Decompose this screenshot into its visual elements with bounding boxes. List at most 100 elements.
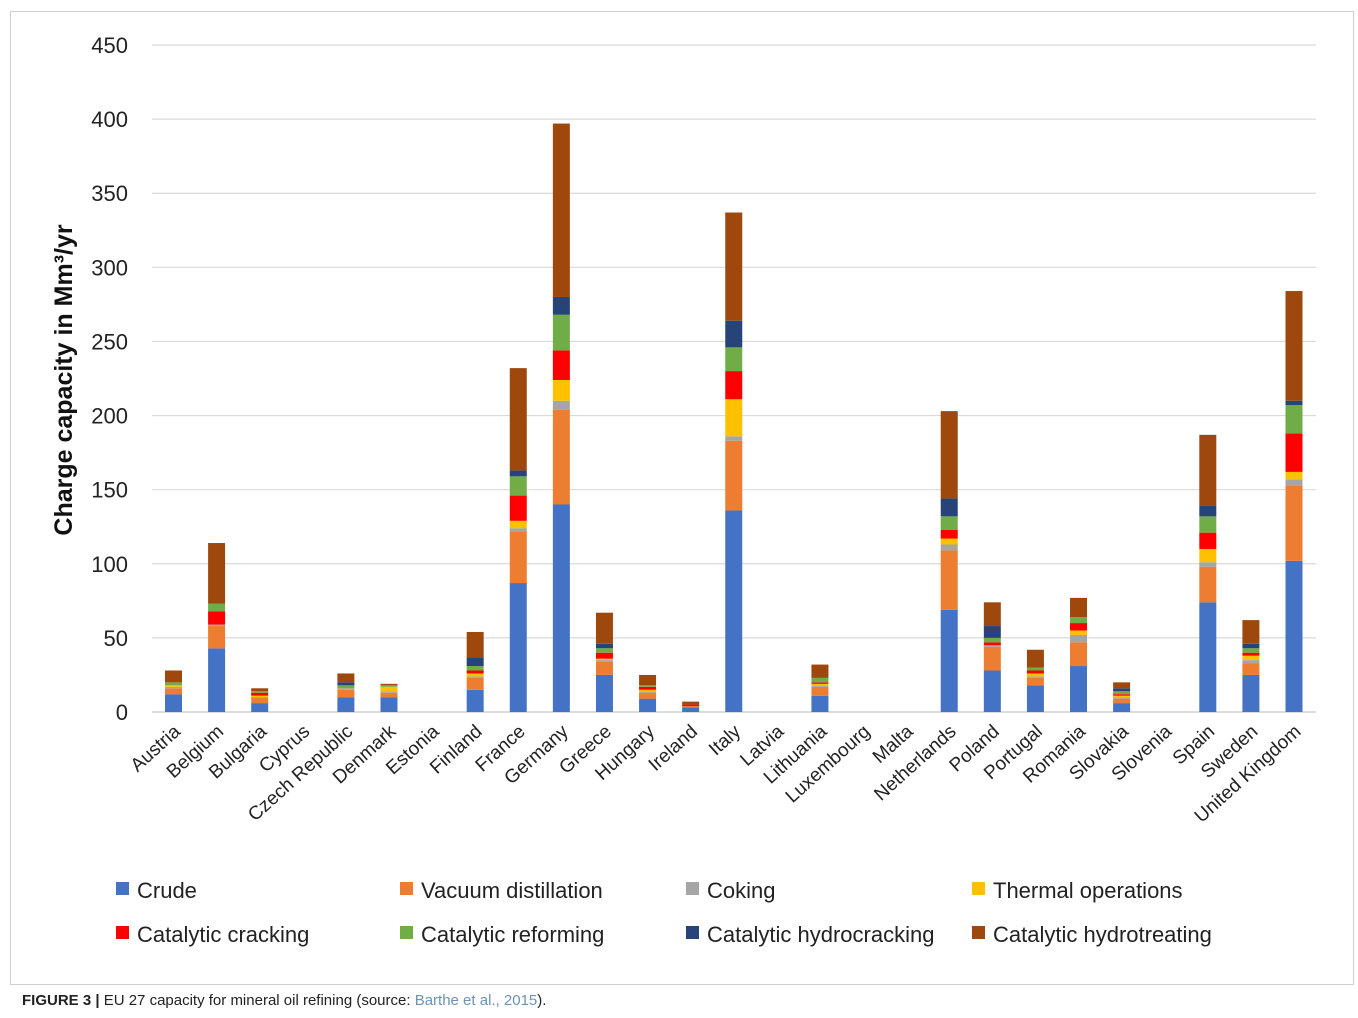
bar-segment xyxy=(208,543,226,604)
bar-segment xyxy=(1199,434,1217,506)
bar-segment xyxy=(682,701,700,705)
bar-segment xyxy=(940,498,958,517)
bar-segment xyxy=(1242,663,1260,675)
bar-segment xyxy=(940,544,958,551)
bar-segment xyxy=(337,697,355,712)
bar-segment xyxy=(595,660,613,662)
bar-segment xyxy=(1285,405,1303,434)
bar-segment xyxy=(725,436,743,441)
legend-label: Coking xyxy=(707,878,775,903)
bar-segment xyxy=(251,703,269,712)
y-tick-label: 250 xyxy=(91,329,128,354)
bar-segment xyxy=(509,476,527,496)
legend-swatch xyxy=(972,926,985,939)
bar-segment xyxy=(1199,548,1217,563)
bar-segment xyxy=(639,692,657,699)
bar-segment xyxy=(251,688,269,692)
bar-segment xyxy=(552,123,570,297)
bar-segment xyxy=(725,440,743,511)
bar-segment xyxy=(1199,505,1217,517)
legend-label: Catalytic hydrocracking xyxy=(707,922,934,947)
legend-swatch xyxy=(972,882,985,895)
bar-segment xyxy=(1242,652,1260,656)
legend-swatch xyxy=(116,926,129,939)
bar-segment xyxy=(983,645,1001,647)
bar-segment xyxy=(552,504,570,712)
bar-segment xyxy=(1285,400,1303,406)
y-tick-label: 150 xyxy=(91,478,128,503)
bar-segment xyxy=(509,368,527,471)
bar-segment xyxy=(208,624,226,627)
bar-segment xyxy=(337,689,355,698)
bar-segment xyxy=(940,529,958,539)
bar-segment xyxy=(552,400,570,410)
bar-segment xyxy=(552,379,570,401)
bar-segment xyxy=(1026,649,1044,668)
bar-segment xyxy=(509,495,527,521)
bar-segment xyxy=(1199,566,1217,603)
bar-segment xyxy=(165,682,182,686)
bar-segment xyxy=(1070,617,1088,624)
y-tick-label: 0 xyxy=(116,700,128,725)
bar-segment xyxy=(1070,634,1088,643)
legend-label: Catalytic reforming xyxy=(421,922,604,947)
bar-segment xyxy=(165,670,182,683)
bar-segment xyxy=(1070,666,1088,712)
bar-segment xyxy=(940,538,958,545)
legend-label: Catalytic hydrotreating xyxy=(993,922,1212,947)
bar-segment xyxy=(466,677,484,690)
bar-segment xyxy=(552,296,570,315)
bar-segment xyxy=(466,631,484,658)
bar-segment xyxy=(811,695,829,712)
figure-caption: FIGURE 3 | EU 27 capacity for mineral oi… xyxy=(22,992,546,1009)
caption-label: FIGURE 3 | xyxy=(22,992,100,1009)
bar-segment xyxy=(595,661,613,675)
y-tick-label: 300 xyxy=(91,255,128,280)
bar-segment xyxy=(1285,433,1303,472)
bar-segment xyxy=(682,707,700,712)
bar-segment xyxy=(983,637,1001,643)
bar-segment xyxy=(1242,660,1260,664)
legend-swatch xyxy=(400,926,413,939)
bar-segment xyxy=(1026,670,1044,674)
bar-segment xyxy=(1026,673,1044,677)
bar-segment xyxy=(208,626,226,649)
bar-segment xyxy=(983,626,1001,638)
bar-segment xyxy=(380,692,398,698)
legend-swatch xyxy=(400,882,413,895)
bar-segment xyxy=(337,688,355,690)
bar-segment xyxy=(251,691,269,693)
bar-segment xyxy=(1199,602,1217,712)
bar-segment xyxy=(337,682,355,686)
bar-segment xyxy=(208,603,226,612)
bar-segment xyxy=(639,685,657,687)
bar-segment xyxy=(940,411,958,499)
bar-segment xyxy=(1026,677,1044,686)
bar-segment xyxy=(725,347,743,372)
bar-segment xyxy=(1242,655,1260,661)
bar-segment xyxy=(165,688,182,695)
y-tick-labels: 0 50 100 150 200 250 300 350 400 450 xyxy=(91,33,128,725)
bar-segment xyxy=(1285,479,1303,486)
bar-segment xyxy=(509,531,527,584)
bar-segment xyxy=(466,670,484,674)
legend: Crude Vacuum distillation Coking Thermal op… xyxy=(116,878,1212,947)
bar-segment xyxy=(811,686,829,696)
y-tick-label: 400 xyxy=(91,107,128,132)
bar-segment xyxy=(725,320,743,348)
legend-label: Catalytic cracking xyxy=(137,922,309,947)
bar-segment xyxy=(595,674,613,712)
bar-segment xyxy=(682,706,700,708)
bar-segment xyxy=(509,520,527,529)
bar-segment xyxy=(1113,688,1131,692)
bar-segment xyxy=(165,685,182,687)
bar-segment xyxy=(1026,676,1044,678)
bar-segment xyxy=(725,399,743,437)
caption-source-link[interactable]: Barthe et al., 2015 xyxy=(414,992,538,1009)
bar-segment xyxy=(1070,597,1088,618)
legend-swatch xyxy=(116,882,129,895)
bar-segment xyxy=(983,646,1001,671)
bar-segment xyxy=(1113,697,1131,699)
bar-segment xyxy=(165,694,182,712)
bar-segment xyxy=(940,609,958,712)
